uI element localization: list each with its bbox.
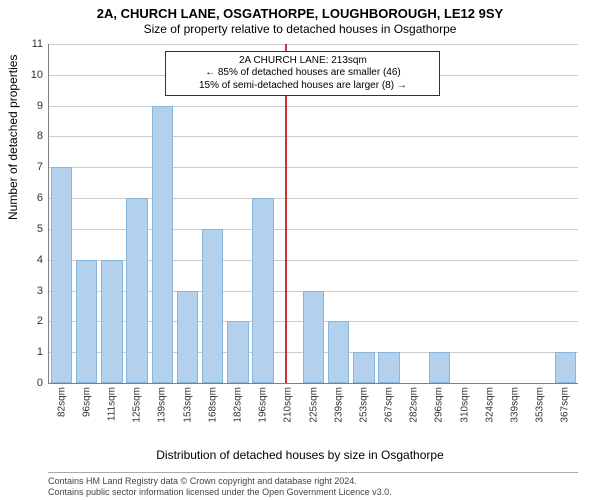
chart-titles: 2A, CHURCH LANE, OSGATHORPE, LOUGHBOROUG… (0, 0, 600, 36)
gridline (49, 44, 578, 45)
plot-area: 0123456789101182sqm96sqm111sqm125sqm139s… (48, 44, 578, 384)
y-tick-label: 1 (37, 346, 43, 358)
histogram-bar (101, 260, 122, 383)
x-tick-label: 339sqm (510, 387, 521, 423)
x-tick-label: 111sqm (106, 387, 117, 421)
y-tick-label: 5 (37, 223, 43, 235)
y-tick-label: 0 (37, 377, 43, 389)
histogram-bar (555, 352, 576, 383)
y-tick-label: 9 (37, 100, 43, 112)
y-tick-label: 3 (37, 285, 43, 297)
histogram-bar (51, 167, 72, 383)
histogram-bar (177, 291, 198, 383)
y-tick-label: 2 (37, 315, 43, 327)
plot-wrapper: 0123456789101182sqm96sqm111sqm125sqm139s… (48, 44, 578, 384)
histogram-bar (152, 106, 173, 383)
histogram-bar (378, 352, 399, 383)
x-tick-label: 353sqm (535, 387, 546, 423)
y-tick-label: 7 (37, 161, 43, 173)
x-tick-label: 182sqm (232, 387, 243, 423)
y-axis-label: Number of detached properties (6, 55, 20, 220)
x-tick-label: 225sqm (308, 387, 319, 423)
histogram-bar (76, 260, 97, 383)
x-tick-label: 310sqm (459, 387, 470, 423)
histogram-bar (328, 321, 349, 383)
x-tick-label: 282sqm (409, 387, 420, 423)
x-tick-label: 210sqm (283, 387, 294, 423)
x-tick-label: 168sqm (207, 387, 218, 423)
histogram-bar (227, 321, 248, 383)
x-tick-label: 196sqm (258, 387, 269, 423)
x-tick-label: 125sqm (132, 387, 143, 423)
callout-line: ← 85% of detached houses are smaller (46… (172, 67, 433, 80)
x-tick-label: 153sqm (182, 387, 193, 423)
x-tick-label: 253sqm (358, 387, 369, 423)
footer-line2: Contains public sector information licen… (48, 487, 578, 498)
histogram-bar (303, 291, 324, 383)
title-line1: 2A, CHURCH LANE, OSGATHORPE, LOUGHBOROUG… (0, 6, 600, 21)
y-tick-label: 4 (37, 254, 43, 266)
x-tick-label: 367sqm (560, 387, 571, 423)
y-tick-label: 8 (37, 130, 43, 142)
gridline (49, 136, 578, 137)
title-line2: Size of property relative to detached ho… (0, 22, 600, 36)
x-tick-label: 96sqm (81, 387, 92, 417)
x-tick-label: 139sqm (157, 387, 168, 423)
footer-line1: Contains HM Land Registry data © Crown c… (48, 476, 578, 487)
x-tick-label: 82sqm (56, 387, 67, 417)
callout-line: 15% of semi-detached houses are larger (… (172, 80, 433, 93)
callout-box: 2A CHURCH LANE: 213sqm← 85% of detached … (165, 51, 440, 97)
y-tick-label: 11 (32, 38, 43, 50)
x-tick-label: 267sqm (384, 387, 395, 423)
y-tick-label: 6 (37, 192, 43, 204)
histogram-bar (252, 198, 273, 383)
callout-line: 2A CHURCH LANE: 213sqm (172, 55, 433, 68)
x-axis-label: Distribution of detached houses by size … (0, 448, 600, 462)
gridline (49, 167, 578, 168)
histogram-bar (126, 198, 147, 383)
footer: Contains HM Land Registry data © Crown c… (48, 472, 578, 498)
histogram-bar (353, 352, 374, 383)
x-tick-label: 239sqm (333, 387, 344, 423)
histogram-bar (429, 352, 450, 383)
y-tick-label: 10 (31, 69, 43, 81)
x-tick-label: 296sqm (434, 387, 445, 423)
gridline (49, 106, 578, 107)
x-tick-label: 324sqm (484, 387, 495, 423)
histogram-bar (202, 229, 223, 383)
